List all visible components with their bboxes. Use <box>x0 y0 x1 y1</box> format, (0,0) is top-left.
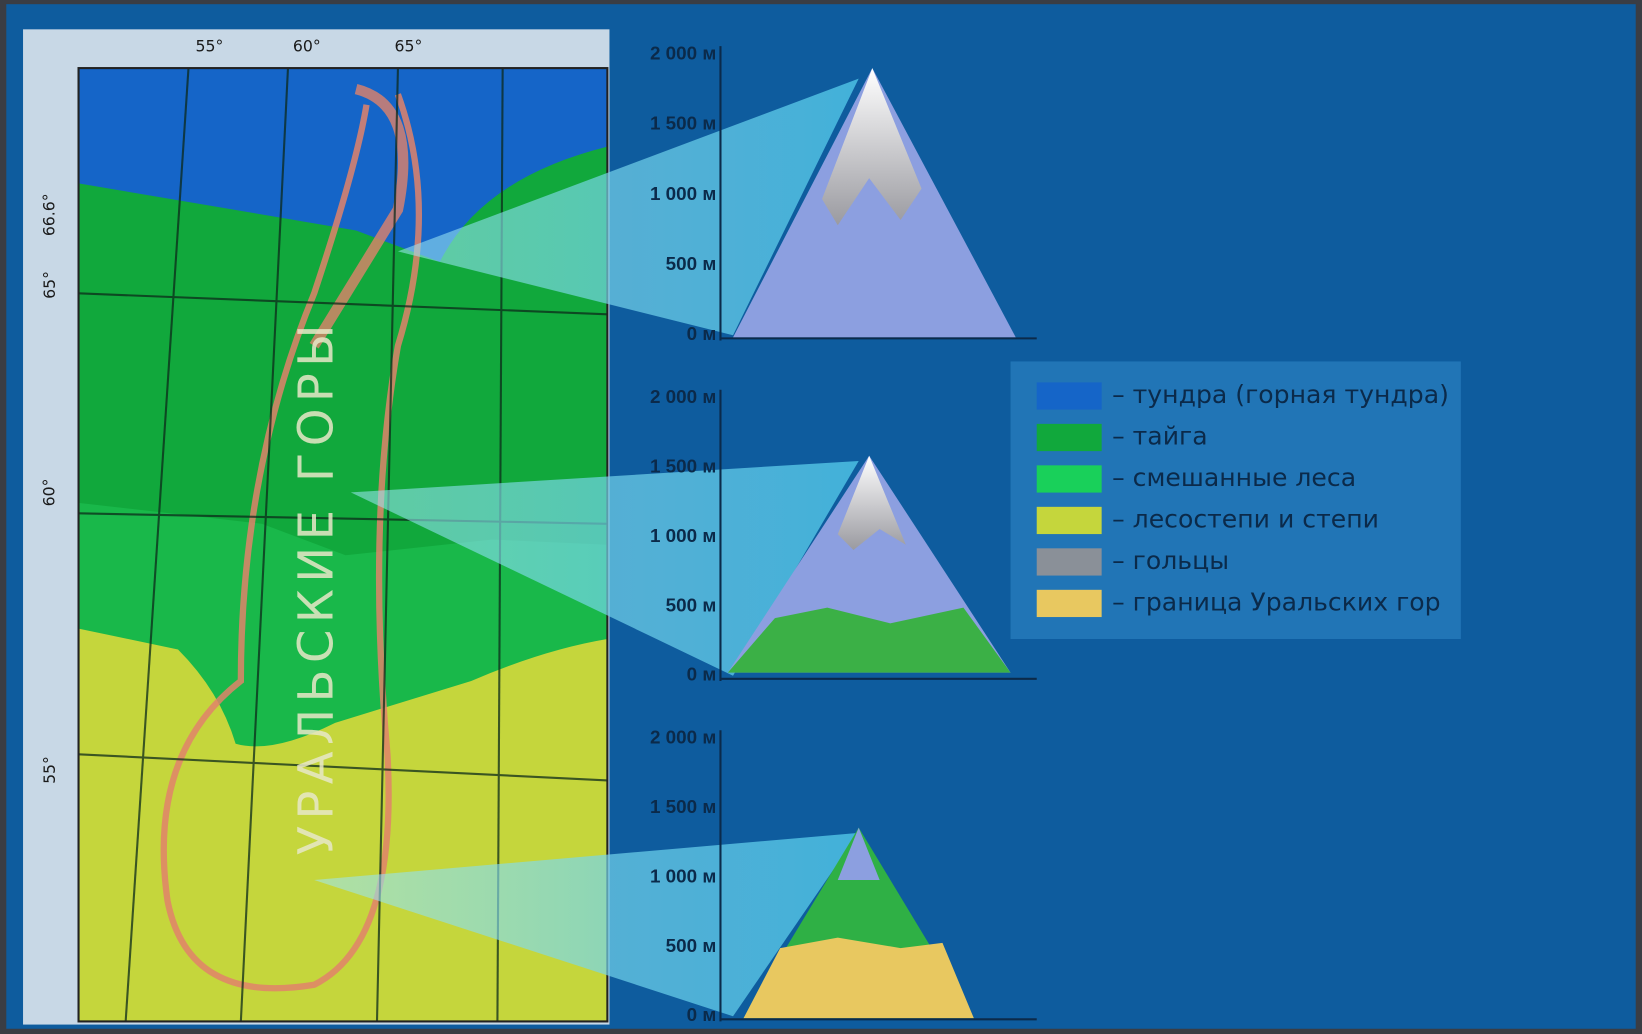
elevation-label: 0 м <box>687 1004 717 1025</box>
elevation-label: 500 м <box>666 935 717 956</box>
elevation-label: 500 м <box>666 253 717 274</box>
legend-label: – лесостепи и степи <box>1112 504 1379 533</box>
legend: – тундра (горная тундра) – тайга – смешанн… <box>1036 380 1449 618</box>
legend-swatch <box>1036 506 1102 535</box>
elevation-label: 1 000 м <box>650 865 716 886</box>
elevation-label: 500 м <box>666 594 717 615</box>
longitude-label: 55° <box>196 37 224 56</box>
legend-swatch <box>1036 382 1102 410</box>
latitude-label: 65° <box>40 271 59 299</box>
map-title: УРАЛЬСКИЕ ГОРЫ <box>288 318 344 855</box>
legend-label: – граница Уральских гор <box>1112 587 1440 616</box>
latitude-label: 55° <box>40 756 59 784</box>
mountain <box>743 827 974 1019</box>
legend-swatch <box>1036 589 1102 618</box>
elevation-scales: 2 000 м 1 500 м 1 000 м 500 м 0 м 2 000 м 1 50… <box>650 42 1037 1025</box>
legend-swatch <box>1036 465 1102 493</box>
elevation-label: 2 000 м <box>650 386 716 407</box>
beams <box>314 78 859 1017</box>
longitude-label: 60° <box>293 37 321 56</box>
elevation-label: 2 000 м <box>650 42 716 63</box>
mountain <box>727 455 1011 673</box>
legend-label: – тайга <box>1112 421 1207 450</box>
elevation-label: 1 500 м <box>650 113 716 134</box>
legend-label: – смешанные леса <box>1112 463 1356 492</box>
legend-swatch <box>1036 548 1102 576</box>
elevation-label: 1 500 м <box>650 796 716 817</box>
elevation-label: 1 000 м <box>650 525 716 546</box>
mountain <box>733 68 1016 338</box>
elevation-label: 0 м <box>687 323 717 344</box>
elevation-label: 1 000 м <box>650 183 716 204</box>
longitude-label: 65° <box>394 37 422 56</box>
latitude-label: 66.6° <box>40 193 59 236</box>
legend-label: – гольцы <box>1112 546 1229 575</box>
legend-label: – тундра (горная тундра) <box>1112 380 1449 409</box>
elevation-label: 2 000 м <box>650 727 716 748</box>
legend-swatch <box>1036 423 1102 452</box>
latitude-label: 60° <box>40 478 59 506</box>
elevation-label: 0 м <box>687 664 717 685</box>
elevation-label: 1 500 м <box>650 455 716 476</box>
